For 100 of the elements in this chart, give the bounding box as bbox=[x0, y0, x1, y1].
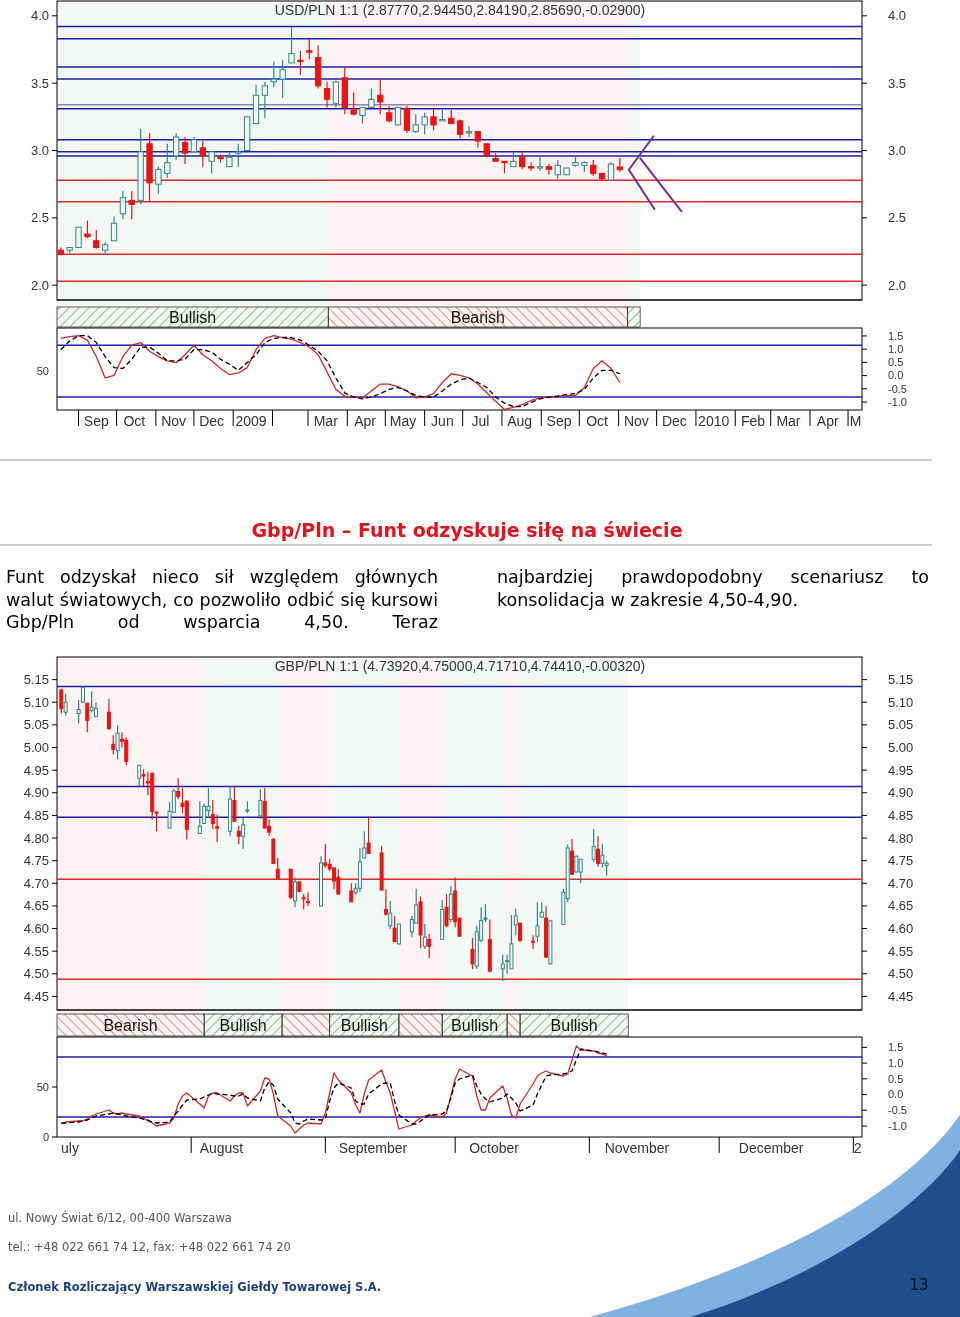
x-tick-label: Feb bbox=[740, 413, 766, 429]
band-label: Bearish bbox=[450, 309, 506, 327]
candlestick bbox=[403, 105, 411, 134]
y-tick-label: 50 bbox=[36, 1080, 49, 1093]
band-label: Bullish bbox=[219, 1017, 267, 1035]
y-tick-label: 4.50 bbox=[23, 966, 49, 982]
y2-tick-label: 4.0 bbox=[888, 8, 907, 24]
candlestick bbox=[164, 143, 171, 179]
candlestick bbox=[197, 800, 202, 835]
candlestick bbox=[306, 891, 311, 907]
candlestick bbox=[115, 724, 120, 760]
x-tick-label: December bbox=[738, 1140, 804, 1156]
x-tick-label: Oct bbox=[123, 413, 146, 429]
candlestick bbox=[235, 143, 242, 168]
y-tick-label: 4.0 bbox=[30, 8, 49, 24]
candlestick bbox=[236, 825, 241, 845]
candlestick bbox=[536, 155, 544, 172]
candlestick bbox=[155, 166, 162, 195]
y-tick-label: 4.45 bbox=[23, 988, 49, 1004]
x-tick-label: October bbox=[469, 1140, 520, 1156]
candlestick bbox=[124, 736, 129, 766]
x-tick-label: Aug bbox=[507, 413, 533, 429]
text: Funt odzyskał nieco sił względem głównych walut światowych, co pozwoliło odbić się kursowi Gbp/Pln od wsparcia 4,50. Teraz bbox=[6, 566, 438, 634]
x-tick-label: 2010 bbox=[698, 413, 730, 429]
y2-tick-label: 0.5 bbox=[888, 356, 904, 369]
x-tick-label: September bbox=[338, 1140, 408, 1156]
candlestick bbox=[288, 25, 295, 64]
y2-tick-label: 4.90 bbox=[888, 785, 914, 801]
y2-tick-label: 0.0 bbox=[888, 1088, 904, 1101]
candlestick bbox=[63, 693, 68, 716]
x-tick-label: Nov bbox=[623, 413, 649, 429]
candlestick bbox=[110, 215, 118, 242]
candlestick bbox=[554, 159, 561, 180]
candlestick bbox=[202, 803, 207, 825]
candlestick bbox=[323, 843, 328, 869]
candlestick bbox=[137, 764, 142, 787]
candlestick bbox=[181, 136, 189, 165]
y-tick-label: 3.0 bbox=[30, 143, 49, 159]
y-tick-label: 4.55 bbox=[23, 943, 49, 959]
candlestick bbox=[241, 817, 246, 850]
y-tick-label: 5.10 bbox=[23, 694, 49, 710]
y-tick-label: 5.00 bbox=[23, 740, 49, 756]
candlestick bbox=[76, 699, 81, 725]
y2-tick-label: 4.55 bbox=[888, 943, 914, 959]
candlestick bbox=[578, 858, 583, 884]
x-tick-label: Mar bbox=[776, 413, 801, 429]
candlestick bbox=[306, 38, 313, 60]
band-label: Bullish bbox=[550, 1017, 598, 1035]
y-tick-label: 2.5 bbox=[30, 210, 49, 226]
y2-tick-label: 4.60 bbox=[888, 921, 914, 937]
candlestick bbox=[368, 87, 375, 108]
text: Gbp/Pln – Funt odzyskuje siłę na świecie bbox=[251, 519, 683, 541]
candlestick bbox=[199, 140, 206, 168]
y2-tick-label: 4.80 bbox=[888, 830, 914, 846]
candlestick bbox=[430, 108, 437, 131]
candlestick bbox=[297, 50, 304, 76]
candlestick bbox=[366, 815, 371, 855]
y-tick-label: 4.70 bbox=[23, 875, 49, 891]
candlestick bbox=[111, 734, 116, 755]
candlestick bbox=[119, 190, 127, 220]
y2-tick-label: 4.65 bbox=[888, 898, 914, 914]
candlestick bbox=[470, 937, 475, 970]
candlestick bbox=[396, 923, 401, 946]
y2-tick-label: 4.70 bbox=[888, 875, 914, 891]
candlestick bbox=[270, 61, 277, 88]
y2-tick-label: 3.0 bbox=[888, 143, 907, 159]
x-tick-label: 2009 bbox=[235, 413, 267, 429]
x-tick-label: Mar bbox=[313, 413, 339, 429]
x-tick-label: Oct bbox=[586, 413, 609, 429]
band-label: Bullish bbox=[340, 1017, 388, 1035]
x-tick-label: Jul bbox=[471, 413, 490, 429]
candlestick bbox=[176, 777, 181, 800]
y2-tick-label: -0.5 bbox=[888, 382, 907, 395]
band-label: Bullish bbox=[451, 1017, 499, 1035]
candlestick bbox=[616, 157, 624, 173]
y2-tick-label: 5.15 bbox=[888, 672, 914, 688]
y2-tick-label: 3.5 bbox=[888, 75, 907, 91]
y-tick-label: 4.75 bbox=[23, 853, 49, 869]
y-tick-label: 3.5 bbox=[30, 75, 49, 91]
x-tick-label: Sep bbox=[83, 413, 109, 429]
y-tick-label: 4.80 bbox=[23, 830, 49, 846]
y2-tick-label: -1.0 bbox=[888, 1119, 907, 1132]
y-tick-label: 4.65 bbox=[23, 898, 49, 914]
y-tick-label: 4.60 bbox=[23, 921, 49, 937]
candlestick bbox=[545, 163, 553, 176]
y2-tick-label: 2.0 bbox=[888, 277, 907, 293]
y-tick-label: 5.15 bbox=[23, 672, 49, 688]
y2-tick-label: 1.5 bbox=[888, 329, 904, 342]
text: tel.: +48 022 661 74 12, fax: +48 022 661 74 20 bbox=[8, 1240, 291, 1254]
x-tick-label: Dec bbox=[661, 413, 687, 429]
candlestick bbox=[75, 226, 82, 249]
candlestick bbox=[591, 828, 596, 863]
candlestick bbox=[500, 954, 505, 982]
x-tick-label: May bbox=[389, 413, 417, 429]
y2-tick-label: 1.0 bbox=[888, 343, 904, 356]
y2-tick-label: 4.95 bbox=[888, 762, 914, 778]
candlestick bbox=[215, 813, 220, 843]
band-label: Bearish bbox=[103, 1017, 158, 1035]
candlestick bbox=[518, 922, 523, 943]
x-tick-label: Dec bbox=[199, 413, 225, 429]
